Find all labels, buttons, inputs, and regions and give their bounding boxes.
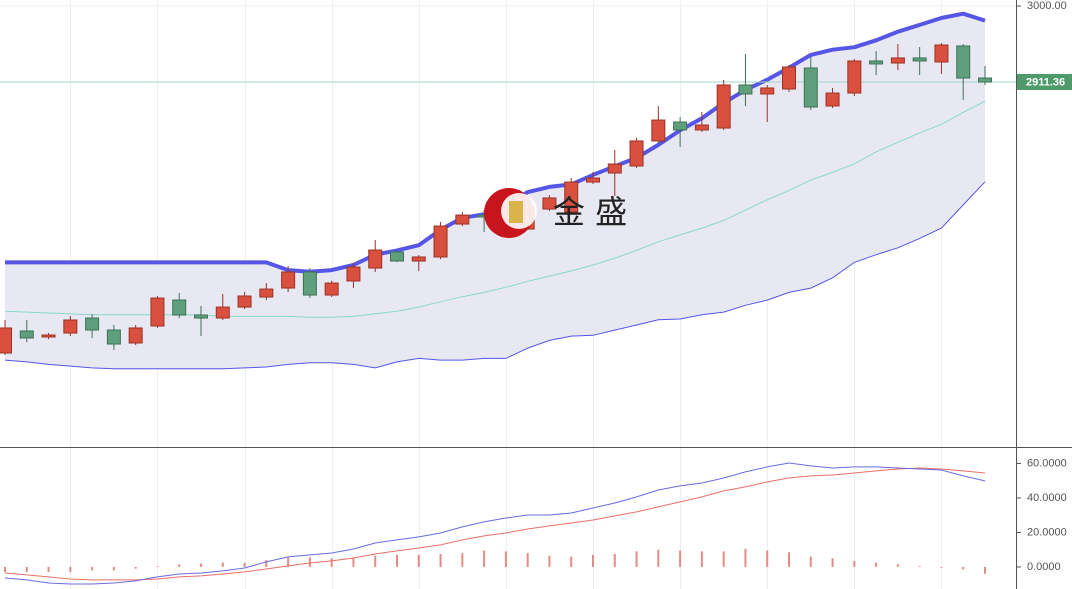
candle-body <box>41 334 56 338</box>
candle-body <box>782 66 796 90</box>
candle-body <box>825 92 840 107</box>
candle-body <box>324 282 339 296</box>
candle-body <box>433 225 448 258</box>
candle-body <box>694 124 709 131</box>
candle-body <box>716 84 731 129</box>
dea-line <box>4 467 986 581</box>
candle-body <box>869 60 884 65</box>
watermark-text: 金 盛 <box>553 193 627 231</box>
band-fill <box>5 13 985 369</box>
candle-body <box>586 177 600 183</box>
y-tick-label: 40.0000 <box>1027 492 1067 504</box>
candle-body <box>302 271 317 296</box>
candle-body <box>19 330 34 339</box>
y-tick-label: 3000.00 <box>1027 0 1067 12</box>
candle-body <box>390 251 404 262</box>
candle-body <box>455 214 470 225</box>
y-tick-label: 20.0000 <box>1027 526 1067 538</box>
candle-body <box>978 77 992 83</box>
middle-band <box>4 100 986 318</box>
candle-body <box>738 84 753 95</box>
candle-body <box>803 67 818 108</box>
candle-body <box>128 327 143 344</box>
logo-ingot <box>509 201 523 223</box>
axis: 3000.00 2911.36 60.0000 40.0000 20.0000 0.000… <box>1016 0 1072 573</box>
candle-body <box>194 314 208 319</box>
candle-body <box>106 329 121 345</box>
candle-body <box>956 45 971 79</box>
candle-body <box>847 60 862 94</box>
candle-body <box>281 271 296 289</box>
candle-body <box>237 295 252 308</box>
dif-line <box>4 462 986 585</box>
candle-body <box>542 197 557 210</box>
y-tick-label: 60.0000 <box>1027 457 1067 469</box>
watermark-logo: 金 盛 <box>484 188 627 238</box>
candle-body <box>259 288 274 298</box>
candle-body <box>150 297 165 327</box>
candle-body <box>564 181 579 213</box>
candle-body <box>85 317 100 331</box>
price-panel <box>0 11 1016 370</box>
candle-body <box>0 327 12 354</box>
candle-body <box>651 119 666 142</box>
macd-panel <box>4 462 986 585</box>
candle-body <box>760 87 775 95</box>
candle-body <box>890 57 905 64</box>
candle-body <box>629 140 644 167</box>
candle-body <box>63 319 78 334</box>
candle-body <box>368 249 383 269</box>
candle-body <box>172 299 187 316</box>
last-price-tag <box>1017 74 1072 91</box>
candle-body <box>346 266 361 282</box>
candle-body <box>607 163 622 174</box>
y-tick-label: 0.0000 <box>1027 561 1061 573</box>
candle-body <box>912 57 927 62</box>
candle-body <box>215 306 230 319</box>
lower-band <box>4 181 986 370</box>
candle-body <box>411 256 426 262</box>
last-price-label: 2911.36 <box>1026 76 1065 88</box>
candle-body <box>934 44 949 63</box>
candle-body <box>673 121 688 131</box>
